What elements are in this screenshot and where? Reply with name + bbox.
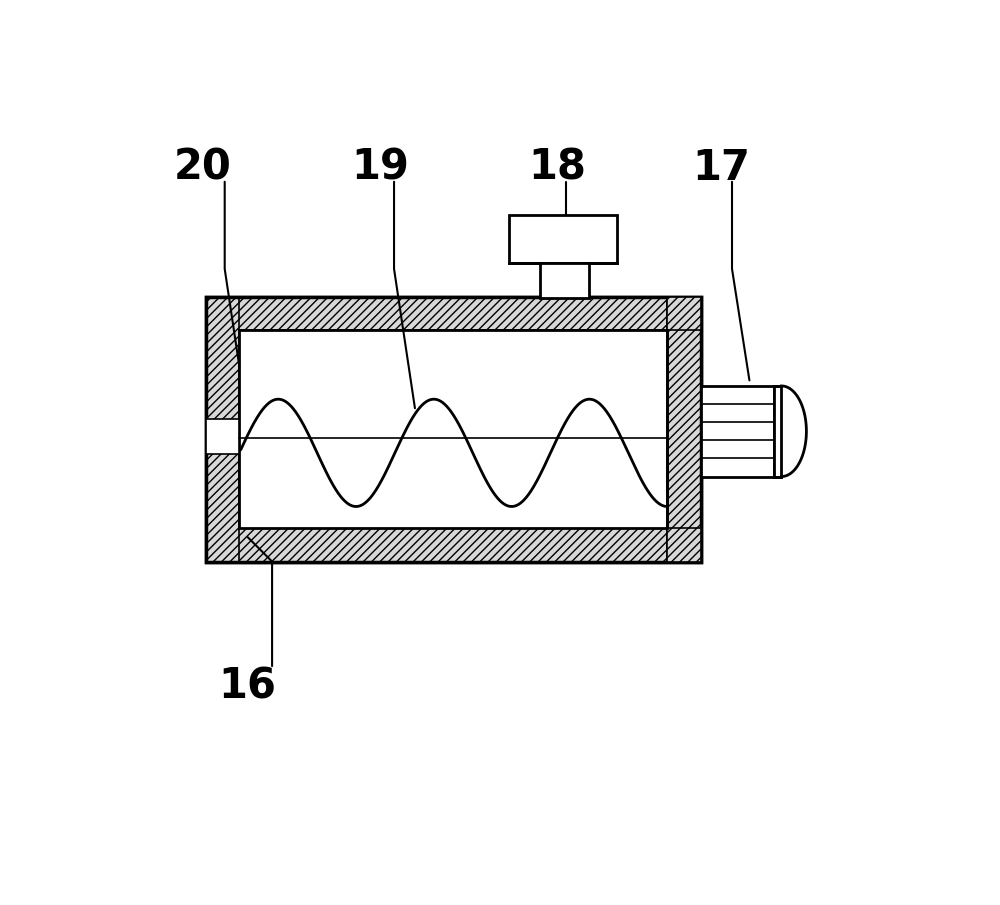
Bar	[206, 297, 701, 561]
Bar	[509, 214, 617, 263]
Bar	[701, 386, 774, 477]
Bar	[206, 297, 701, 330]
Bar	[206, 297, 701, 561]
Bar	[206, 529, 701, 561]
Bar	[667, 529, 701, 561]
Bar	[206, 297, 239, 561]
Text: 16: 16	[219, 666, 277, 708]
Text: 17: 17	[693, 147, 751, 189]
Bar	[239, 330, 667, 529]
Text: 18: 18	[529, 147, 587, 189]
Bar	[206, 419, 239, 453]
Bar	[667, 297, 701, 561]
Text: 20: 20	[173, 147, 231, 189]
Bar	[667, 297, 701, 330]
Text: 19: 19	[351, 147, 409, 189]
Bar	[774, 386, 781, 477]
Bar	[540, 263, 589, 298]
